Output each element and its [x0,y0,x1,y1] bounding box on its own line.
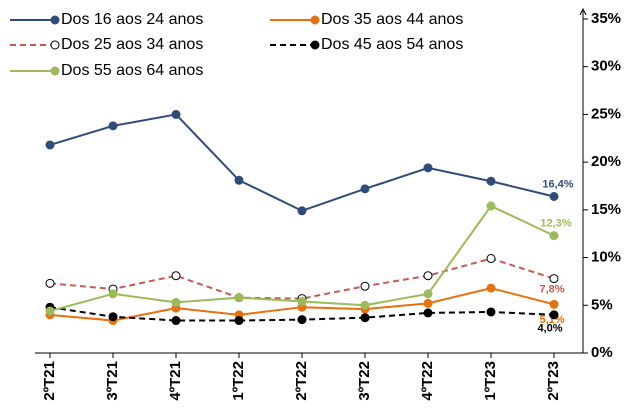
legend-label: Dos 45 aos 54 anos [321,36,463,53]
point [549,274,559,284]
y-tick-label: 35% [591,10,621,27]
x-tick-label: 2ºT23 [545,361,562,401]
point [486,254,496,264]
legend-label: Dos 25 aos 34 anos [61,36,203,53]
point [108,312,118,322]
x-tick-label: 3ºT22 [356,361,373,401]
legend-marker [50,40,60,50]
value-label: 7,8% [539,283,564,295]
x-tick-label: 3ºT21 [104,361,121,401]
y-tick-label: 30% [591,58,621,75]
point [486,201,496,211]
legend-label: Dos 35 aos 44 anos [321,11,463,28]
y-tick-label: 25% [591,105,621,122]
point [423,271,433,281]
y-tick-label: 20% [591,153,621,170]
y-tick-label: 15% [591,201,621,218]
y-tick-label: 10% [591,249,621,266]
point [45,140,55,150]
series-line [49,113,555,212]
point [486,307,496,317]
y-tick-label: 0% [591,344,613,361]
point [171,109,181,119]
x-tick-label: 4ºT21 [167,361,184,401]
point [360,184,370,194]
point [171,297,181,307]
point [549,299,559,309]
point [234,175,244,185]
axis-arrow [579,7,587,16]
legend-marker [310,15,320,25]
point [234,316,244,326]
point [234,293,244,303]
series: 12,3% [45,201,572,316]
value-label: 12,3% [540,218,571,230]
legend-marker [310,40,320,50]
point [360,300,370,310]
value-label: 5,1% [539,314,564,326]
series: 16,4% [45,109,574,216]
point [108,121,118,131]
point [297,296,307,306]
x-tick-label: 1ºT23 [482,361,499,401]
x-tick-label: 2ºT21 [41,361,58,401]
point [549,231,559,241]
point [423,289,433,299]
legend-label: Dos 16 aos 24 anos [61,11,203,28]
point [360,313,370,323]
x-tick-label: 2ºT22 [293,361,310,401]
point [423,308,433,318]
point [549,310,559,320]
point [360,281,370,291]
point [486,283,496,293]
value-label: 4,0% [537,323,562,335]
point [45,278,55,288]
point [297,206,307,216]
point [423,298,433,308]
legend-label: Dos 55 aos 64 anos [61,62,203,79]
series-line [49,257,555,300]
y-tick-label: 5% [591,296,613,313]
x-tick-label: 4ºT22 [419,361,436,401]
point [423,163,433,173]
point [171,316,181,326]
legend-marker [50,66,60,76]
value-label: 16,4% [542,178,573,190]
point [171,271,181,281]
point [486,176,496,186]
point [549,191,559,201]
x-tick-label: 1ºT22 [230,361,247,401]
point [45,306,55,316]
legend-marker [50,15,60,25]
point [108,289,118,299]
point [297,315,307,325]
